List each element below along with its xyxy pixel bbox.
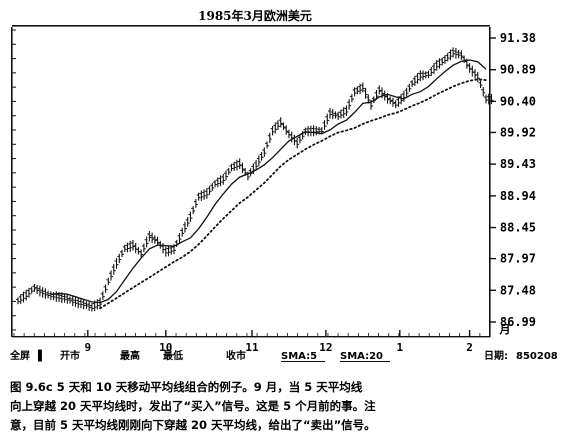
y-tick-label: 89.92 [500, 125, 536, 139]
y-tick-label: 87.97 [500, 252, 536, 266]
y-tick-label: 91.38 [500, 31, 536, 45]
y-tick-label: 88.94 [500, 189, 536, 203]
footer-open: 开市 [60, 349, 80, 362]
legend-sma5: SMA:5 [281, 351, 317, 362]
chart-x-axis [12, 336, 490, 338]
y-axis: 91.38 90.89 90.40 89.92 89.43 88.94 88.45 87.97… [11, 29, 536, 331]
y-tick-label: 90.40 [500, 94, 536, 108]
chart-top-border [12, 25, 490, 27]
x-unit-label: 月 [499, 323, 511, 336]
chart-right-axis [489, 27, 491, 337]
y-tick-label: 89.43 [500, 157, 536, 171]
x-tick-label: 1 [396, 341, 403, 354]
footer-close: 收市 [226, 349, 246, 362]
footer-separator: ▌ [37, 349, 46, 362]
caption-line-3: 意，目前 5 天平均线刚刚向下穿越 20 天平均线，给出了“卖出”信号。 [10, 418, 376, 432]
y-tick-label: 88.45 [500, 221, 536, 235]
caption: 图 9.6c 5 天和 10 天移动平均线组合的例子。9 月，当 5 天平均线 … [10, 380, 376, 432]
x-tick-label: 10 [159, 341, 172, 354]
footer-legend: 全屏 ▌ 开市 最高 最低 收市 SMA:5 SMA:20 日期: 850208 [9, 349, 558, 362]
x-tick-label: 12 [319, 341, 332, 354]
x-axis: 9 10 11 12 1 2月 [13, 323, 511, 354]
x-tick-label: 9 [84, 341, 91, 354]
footer-full-screen: 全屏 [9, 349, 30, 362]
legend-sma20: SMA:20 [340, 351, 383, 362]
caption-line-2: 向上穿越 20 天平均线时，发出了“买入”信号。这是 5 个月前的事。注 [10, 399, 376, 413]
y-tick-label: 86.99 [500, 315, 536, 329]
legend-sma5-line [281, 361, 325, 362]
x-tick-label: 2 [466, 341, 473, 354]
footer-date-value: 850208 [516, 351, 558, 362]
footer-low: 最低 [163, 349, 183, 362]
footer-date-label: 日期: [484, 349, 508, 362]
x-tick-label: 11 [245, 341, 259, 354]
series-sma5-line [50, 59, 487, 304]
series-sma20-line [99, 78, 487, 310]
chart-title: 1985年3月欧洲美元 [198, 8, 312, 23]
caption-line-1: 图 9.6c 5 天和 10 天移动平均线组合的例子。9 月，当 5 天平均线 [10, 380, 363, 394]
footer-high: 最高 [120, 349, 140, 362]
chart-left-border [11, 27, 13, 337]
y-tick-label: 87.48 [500, 283, 536, 297]
legend-sma20-line [340, 361, 390, 362]
y-tick-label: 90.89 [500, 63, 536, 77]
plot-area [16, 47, 494, 312]
